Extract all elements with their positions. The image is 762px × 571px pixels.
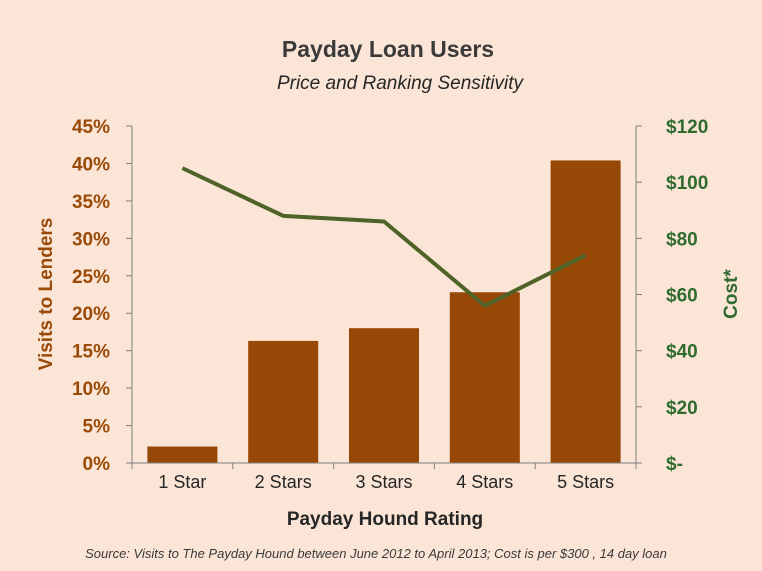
left-tick-label: 15% (72, 342, 110, 363)
left-tick-label: 20% (72, 304, 110, 325)
right-axis-ticks: $- $20 $40 $60 $80 $100 $120 (636, 117, 708, 475)
x-axis-ticks: 1 Star 2 Stars 3 Stars 4 Stars 5 Stars (131, 463, 637, 492)
left-tick-label: 10% (72, 379, 110, 400)
x-axis-label: Payday Hound Rating (287, 509, 483, 530)
right-tick-label: $40 (666, 342, 698, 363)
cost-line (181, 166, 587, 308)
left-tick-label: 5% (83, 417, 111, 438)
x-tick-label: 2 Stars (255, 472, 312, 492)
left-tick-label: 30% (72, 229, 110, 250)
right-tick-label: $- (666, 454, 683, 475)
x-tick-label: 4 Stars (456, 472, 513, 492)
left-tick-label: 40% (72, 154, 110, 175)
right-tick-label: $80 (666, 229, 698, 250)
left-tick-label: 25% (72, 267, 110, 288)
left-tick-label: 45% (72, 117, 110, 138)
bar-5 (550, 160, 621, 463)
left-tick-label: 0% (83, 454, 111, 475)
bar-series (147, 160, 621, 463)
bar-4 (449, 292, 520, 463)
right-tick-label: $100 (666, 173, 708, 194)
line-series (181, 166, 587, 308)
x-tick-label: 5 Stars (557, 472, 614, 492)
left-axis-label: Visits to Lenders (36, 218, 57, 371)
x-tick-label: 3 Stars (355, 472, 412, 492)
chart-subtitle: Price and Ranking Sensitivity (277, 73, 525, 94)
bar-1 (147, 446, 218, 463)
bar-3 (349, 328, 419, 463)
right-axis-label: Cost* (721, 269, 742, 319)
bar-2 (248, 340, 319, 463)
plot-area: 0% 5% 10% 15% 20% 25% 30% 35% 40% 45% $- $20 $40 $60… (72, 117, 708, 492)
left-tick-label: 35% (72, 192, 110, 213)
chart-title: Payday Loan Users (282, 36, 494, 62)
right-tick-label: $120 (666, 117, 708, 138)
right-tick-label: $60 (666, 286, 698, 307)
left-axis-ticks: 0% 5% 10% 15% 20% 25% 30% 35% 40% 45% (72, 117, 132, 475)
source-note: Source: Visits to The Payday Hound betwe… (85, 546, 667, 561)
x-tick-label: 1 Star (158, 472, 206, 492)
right-tick-label: $20 (666, 398, 698, 419)
